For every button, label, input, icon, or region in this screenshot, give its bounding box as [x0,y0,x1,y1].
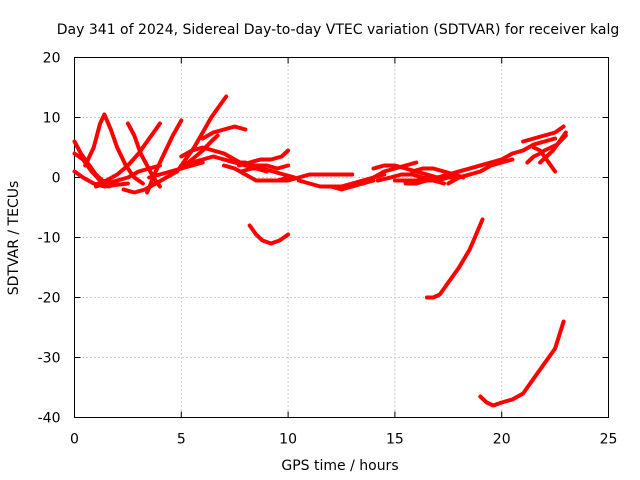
series-arc-13 [200,124,248,141]
data-series [72,94,568,408]
y-tick-label: 0 [52,171,61,187]
series-arc-16 [222,157,291,171]
y-tick-label: -40 [38,411,61,427]
series-arc-34 [478,319,566,408]
axis-ticks [74,57,609,418]
series-arc-30 [424,217,485,300]
y-tick-label: 20 [43,51,61,67]
series-arc-38 [538,130,568,165]
x-tick-label: 25 [600,432,618,448]
x-tick-label: 10 [279,432,297,448]
y-tick-labels: -40 -30 -20 -10 0 10 20 [38,51,61,427]
y-tick-label: -20 [38,291,61,307]
series-arc-25 [371,163,440,180]
x-tick-label: 15 [386,432,404,448]
series-arc-5 [96,121,162,186]
chart-title: Day 341 of 2024, Sidereal Day-to-day VTE… [57,22,619,38]
x-tick-label: 5 [177,432,186,448]
series-arc-20 [247,223,291,246]
x-tick-label: 0 [70,432,79,448]
x-tick-label: 20 [493,432,511,448]
series-arc-21 [275,172,355,183]
x-tick-labels: 0 5 10 15 20 25 [70,432,617,448]
x-axis-label: GPS time / hours [281,458,398,474]
y-tick-label: 10 [43,111,61,127]
series-arc-33 [457,136,558,174]
series-arc-18 [237,148,291,168]
series-arc-19 [239,166,297,180]
y-axis-label: SDTVAR / TECUs [6,181,22,296]
series-arc-29 [410,166,466,180]
series-arc-11 [175,94,229,174]
y-tick-label: -10 [38,231,61,247]
series-arc-32 [446,157,515,186]
series-arc-35 [521,124,566,144]
series-arc-24 [360,160,419,186]
y-tick-label: -30 [38,351,61,367]
grid-lines [74,57,609,418]
